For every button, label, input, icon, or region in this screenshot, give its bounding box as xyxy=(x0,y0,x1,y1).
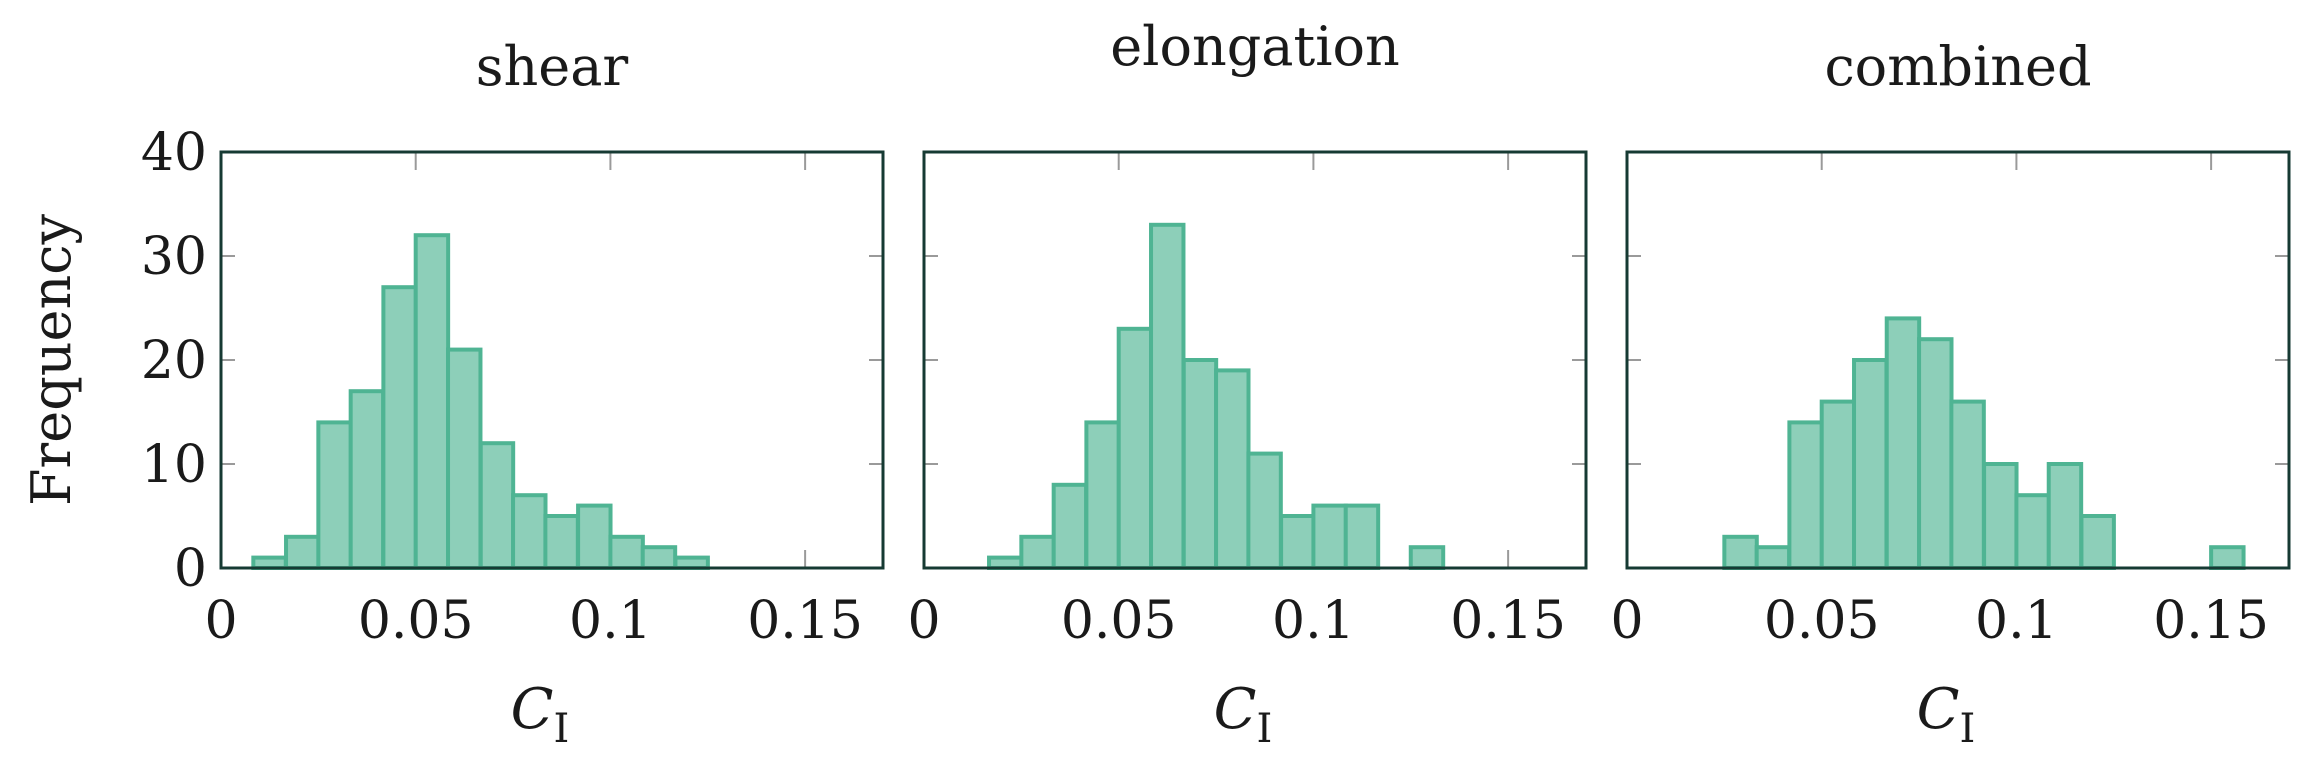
x-tick-label: 0.15 xyxy=(2153,591,2269,651)
histogram-bar xyxy=(608,534,645,570)
x-axis-label: CI xyxy=(511,677,570,752)
x-tick-label: 0 xyxy=(204,591,237,651)
histogram-bar xyxy=(511,493,548,571)
y-tick-label: 30 xyxy=(141,227,207,287)
histogram-bar xyxy=(348,389,386,571)
x-tick-label: 0.1 xyxy=(1272,591,1355,651)
histogram-bar xyxy=(576,503,613,571)
histogram-bar xyxy=(1852,358,1889,570)
histogram-bar xyxy=(1787,420,1824,570)
histogram-bar xyxy=(1246,451,1283,571)
x-tick-label: 0.1 xyxy=(1975,591,2058,651)
x-axis-label-subscript: I xyxy=(1960,706,1976,752)
histogram-bar xyxy=(2209,545,2246,571)
x-axis-label-subscript: I xyxy=(1257,706,1273,752)
histogram-bar xyxy=(1181,358,1219,570)
chart-title: elongation xyxy=(1110,15,1400,78)
histogram-bar xyxy=(251,555,288,570)
x-tick-label: 0.05 xyxy=(358,591,474,651)
x-axis-label: CI xyxy=(1214,677,1273,752)
histogram-bar xyxy=(1917,337,1954,571)
histogram-bar xyxy=(1149,222,1186,571)
chart-panel-elongation: elongation 0 0.05 0.1 0.15 CI xyxy=(907,15,1588,752)
x-tick-label: 0.05 xyxy=(1061,591,1177,651)
histogram-bar xyxy=(1019,534,1056,570)
histogram-bar xyxy=(1214,368,1251,570)
plot-frame xyxy=(922,150,1588,570)
y-tick-label: 10 xyxy=(141,435,207,495)
histogram-bar xyxy=(1051,482,1089,570)
histogram-bar xyxy=(381,285,418,570)
histogram-bar xyxy=(1311,503,1348,571)
y-axis-label: Frequency xyxy=(20,213,83,506)
histogram-bar xyxy=(1884,316,1922,570)
histogram-bar xyxy=(2079,514,2116,570)
histogram-bar xyxy=(1116,326,1154,570)
chart-title: shear xyxy=(476,35,629,98)
plot-frame xyxy=(1625,150,2291,570)
histogram-bar xyxy=(284,534,321,570)
histogram-bar xyxy=(2046,462,2084,570)
histogram-bar xyxy=(1754,545,1792,571)
histogram-bar xyxy=(987,555,1024,570)
x-axis-label-subscript: I xyxy=(554,706,570,752)
plot-frame xyxy=(219,150,885,570)
histogram-bar xyxy=(1982,462,2019,570)
x-axis-label-main: C xyxy=(511,677,554,742)
chart-panel-combined: combined 0 0.05 0.1 0.15 CI xyxy=(1610,35,2291,752)
x-tick-label: 0 xyxy=(907,591,940,651)
x-tick-label: 0.15 xyxy=(1450,591,1566,651)
histogram-bar xyxy=(316,420,353,570)
x-axis-label: CI xyxy=(1917,677,1976,752)
y-tick-label: 40 xyxy=(141,123,207,183)
histogram-bar xyxy=(446,347,483,570)
histogram-bar xyxy=(1343,503,1381,571)
x-axis-label-main: C xyxy=(1917,677,1960,742)
y-tick-label: 0 xyxy=(174,539,207,599)
x-tick-label: 0 xyxy=(1610,591,1643,651)
histogram-bar xyxy=(2014,493,2051,571)
x-tick-label: 0.15 xyxy=(747,591,863,651)
histogram-bar xyxy=(478,441,516,571)
chart-title: combined xyxy=(1824,35,2091,98)
histogram-bar xyxy=(543,514,580,570)
y-tick-label: 20 xyxy=(141,331,207,391)
histogram-bar xyxy=(1949,399,1986,570)
histogram-bar xyxy=(413,233,451,570)
histogram-bar xyxy=(640,545,678,571)
chart-panel-shear: shear 0 0.05 0.1 0.15 CI 0 10 20 30 40 Frequency xyxy=(20,35,885,752)
histogram-bar xyxy=(1722,534,1759,570)
histogram-bar xyxy=(1819,399,1857,570)
histogram-bar xyxy=(1279,514,1316,570)
x-tick-label: 0.05 xyxy=(1764,591,1880,651)
x-tick-label: 0.1 xyxy=(569,591,652,651)
histogram-bar xyxy=(1408,545,1446,571)
histogram-bar xyxy=(1084,420,1121,570)
histogram-bar xyxy=(673,555,710,570)
x-axis-label-main: C xyxy=(1214,677,1257,742)
